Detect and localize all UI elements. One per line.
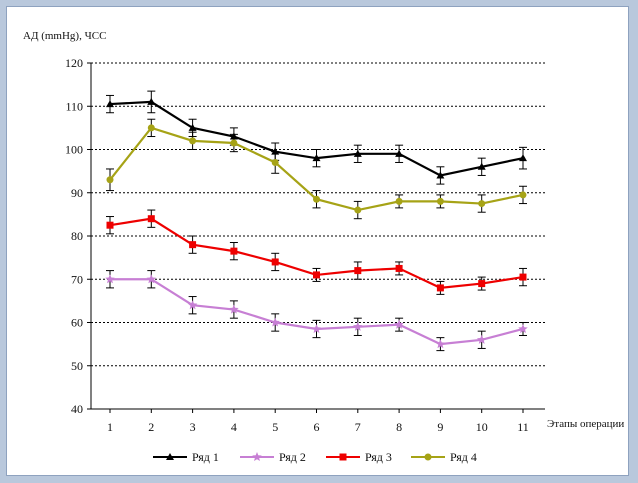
point-2-1 [105,274,115,284]
chart-frame: АД (mmHg), ЧСС Этапы операции 40 50 60 70 80… [6,6,629,476]
x-tick-label-6: 6 [314,420,320,434]
point-2-2 [146,274,157,284]
point-2-9 [435,339,446,349]
point-1-8 [395,149,404,157]
y-tick-label-50: 50 [71,359,83,373]
point-2-8 [394,319,404,329]
point-1-10 [477,162,486,170]
x-tick-label-3: 3 [190,420,196,434]
y-tick-label-70: 70 [71,272,83,286]
point-4-9 [436,197,444,205]
point-4-7 [354,206,362,214]
point-1-9 [436,171,445,179]
x-tick-label-7: 7 [355,420,361,434]
point-2-6 [311,323,322,334]
point-2-3 [187,300,198,310]
series-2 [105,270,528,352]
point-4-6 [313,195,320,203]
point-4-8 [395,197,403,205]
point-4-5 [271,158,279,166]
point-2-4 [229,304,239,314]
legend-marker-1 [166,453,174,460]
line-chart: АД (mmHg), ЧСС Этапы операции 40 50 60 70 80… [23,30,624,464]
point-3-11 [519,273,527,281]
point-2-10 [476,334,487,344]
y-axis-label: АД (mmHg), ЧСС [23,30,106,42]
point-3-3 [189,241,197,249]
point-3-7 [354,267,362,275]
series-layer [105,90,528,352]
x-tick-label-4: 4 [231,420,237,434]
x-axis-label: Этапы операции [547,418,624,430]
point-4-4 [230,139,238,147]
y-tick-label-60: 60 [71,316,83,330]
y-tick-label-120: 120 [65,56,83,70]
point-1-7 [353,149,362,157]
legend-item-4: Ряд 4 [411,450,477,464]
point-1-6 [312,154,321,162]
point-2-11 [518,323,528,334]
y-tick-label-40: 40 [71,402,83,416]
point-1-1 [106,100,114,108]
point-4-10 [478,200,486,208]
point-3-2 [147,215,155,223]
legend-marker-2 [252,452,262,462]
point-2-5 [270,317,280,327]
point-1-11 [519,154,527,162]
point-2-7 [353,321,363,331]
point-3-5 [271,258,279,266]
legend-marker-3 [339,453,347,461]
x-tick-label-8: 8 [396,420,402,434]
point-1-3 [188,123,197,131]
x-tick-label-11: 11 [517,420,529,434]
point-3-1 [106,221,114,229]
x-tick-label-1: 1 [107,420,113,434]
legend-item-3: Ряд 3 [326,450,392,464]
point-3-10 [478,280,486,288]
series-1 [106,90,527,185]
point-3-4 [230,247,238,255]
series-3 [106,209,527,295]
y-tick-label-100: 100 [65,143,83,157]
y-tick-label-80: 80 [71,229,83,243]
series-4 [106,118,527,220]
x-tick-label-2: 2 [148,420,154,434]
legend-label-4: Ряд 4 [450,450,477,464]
x-ticks: 1 2 3 4 5 6 7 8 9 10 11 [107,409,529,434]
legend-label-1: Ряд 1 [192,450,219,464]
x-tick-label-9: 9 [437,420,443,434]
point-3-6 [313,271,320,279]
legend-item-2: Ряд 2 [240,450,306,464]
point-3-9 [436,284,444,292]
point-4-11 [519,191,527,199]
point-4-1 [106,176,114,184]
legend-item-1: Ряд 1 [153,450,219,464]
point-3-8 [395,264,403,272]
legend-marker-4 [424,453,432,461]
y-ticks: 40 50 60 70 80 90 100 110 120 [65,56,91,416]
point-4-3 [189,137,197,145]
x-tick-label-10: 10 [476,420,488,434]
x-tick-label-5: 5 [272,420,278,434]
point-1-2 [147,97,156,105]
point-4-2 [147,124,155,132]
legend-label-3: Ряд 3 [365,450,392,464]
legend: Ряд 1 Ряд 2 Ряд 3 Ряд 4 [153,450,477,464]
y-tick-label-110: 110 [65,99,83,113]
y-tick-label-90: 90 [71,186,83,200]
legend-label-2: Ряд 2 [279,450,306,464]
